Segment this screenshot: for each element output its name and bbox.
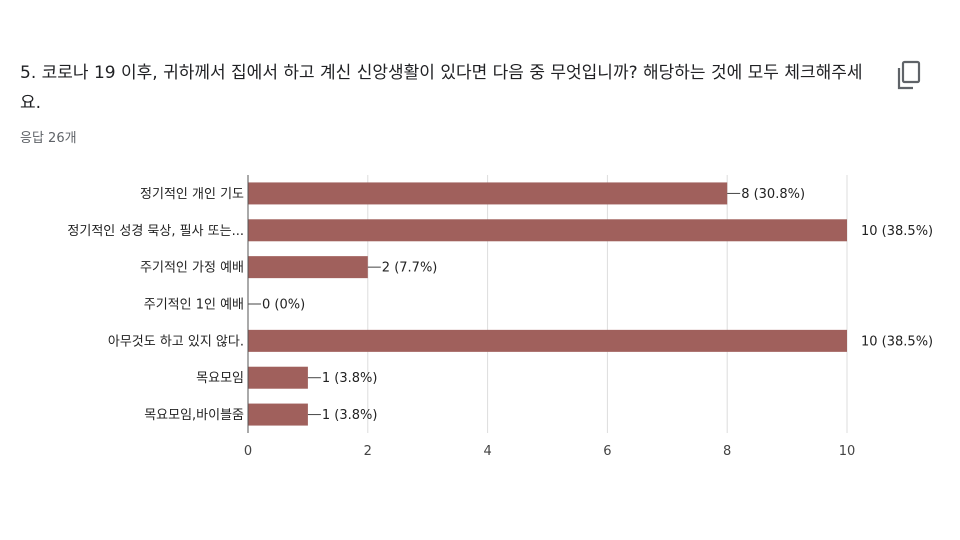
category-label: 정기적인 성경 묵상, 필사 또는... [67,224,244,239]
data-label: 0 (0%) [262,298,305,313]
x-tick-label: 2 [364,444,372,459]
data-label: 10 (38.5%) [861,224,933,239]
x-tick-label: 8 [723,444,731,459]
bar [248,366,308,389]
category-label: 목요모임 [196,371,244,386]
data-label: 1 (3.8%) [322,371,378,386]
copy-button[interactable] [893,58,927,94]
data-label: 8 (30.8%) [741,187,805,202]
category-label: 정기적인 개인 기도 [140,187,244,202]
question-title: 5. 코로나 19 이후, 귀하께서 집에서 하고 계신 신앙생활이 있다면 다… [20,63,863,113]
x-tick-label: 0 [244,444,252,459]
category-label: 아무것도 하고 있지 않다. [108,334,244,349]
bar [248,329,847,352]
category-label: 주기적인 가정 예배 [140,261,244,276]
category-label: 주기적인 1인 예배 [144,298,244,313]
data-label: 1 (3.8%) [322,408,378,423]
x-tick-label: 4 [483,444,491,459]
x-tick-label: 6 [603,444,611,459]
data-label: 2 (7.7%) [382,261,438,276]
bar [248,182,728,205]
data-label: 10 (38.5%) [861,334,933,349]
copy-icon [897,60,921,90]
bar [248,219,847,242]
category-label: 목요모임,바이블줌 [144,408,244,423]
x-tick-label: 10 [839,444,856,459]
bar [248,403,308,426]
response-count: 응답 26개 [20,131,77,146]
bar [248,256,368,279]
